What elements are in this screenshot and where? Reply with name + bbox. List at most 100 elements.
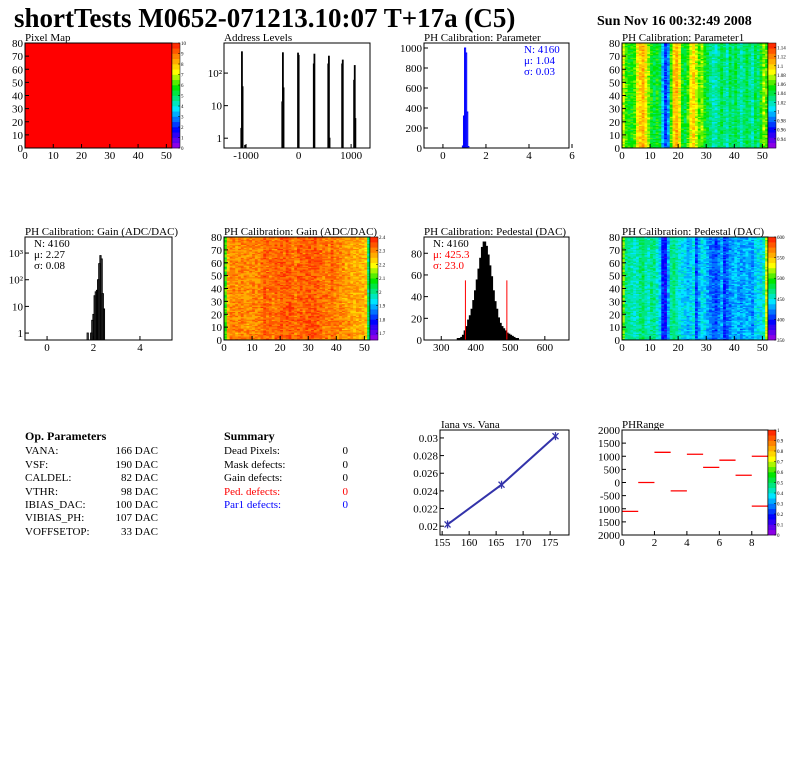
heatmap-cell — [672, 95, 676, 98]
heatmap-cell — [240, 291, 244, 293]
y-tick-label: 0 — [615, 143, 621, 155]
heatmap-cell — [229, 274, 233, 276]
heatmap-cell — [711, 49, 715, 52]
heatmap-cell — [692, 108, 696, 111]
heatmap-cell — [664, 144, 668, 146]
heatmap-cell — [232, 257, 236, 260]
heatmap-cell — [700, 123, 704, 125]
heatmap-cell — [720, 100, 724, 103]
heatmap-cell — [711, 54, 715, 57]
heatmap-cell — [638, 100, 642, 103]
heatmap-cell — [692, 50, 696, 53]
heatmap-cell — [745, 102, 749, 104]
heatmap-cell — [636, 48, 640, 50]
heatmap-cell — [680, 119, 685, 121]
heatmap-cell — [630, 123, 634, 125]
heatmap-cell — [703, 145, 707, 147]
heatmap-cell — [765, 77, 768, 79]
heatmap-cell — [627, 109, 631, 112]
heatmap-cell — [692, 67, 696, 70]
heatmap-cell — [224, 314, 228, 316]
heatmap-cell — [661, 73, 665, 75]
heatmap-cell — [709, 70, 713, 73]
heatmap-cell — [664, 137, 668, 140]
heatmap-cell — [723, 85, 727, 87]
heatmap-cell — [723, 137, 727, 140]
heatmap-cell — [672, 108, 676, 111]
heatmap-cell — [240, 293, 244, 296]
plot-frame — [423, 42, 570, 149]
heatmap-cell — [748, 85, 752, 87]
heatmap-cell — [638, 65, 642, 67]
heatmap-cell — [697, 64, 701, 66]
heatmap-cell — [622, 69, 626, 71]
heatmap-cell — [717, 81, 721, 83]
heatmap-cell — [666, 107, 671, 109]
heatmap-cell — [226, 294, 230, 297]
heatmap-cell — [739, 144, 744, 146]
heatmap-cell — [229, 298, 233, 301]
heatmap-cell — [748, 111, 752, 113]
heatmap-cell — [717, 90, 721, 92]
heatmap-cell — [678, 65, 682, 67]
heatmap-cell — [672, 98, 676, 100]
heatmap-cell — [658, 60, 662, 62]
heatmap-cell — [678, 142, 682, 145]
heatmap-cell — [703, 43, 707, 45]
heatmap-cell — [725, 141, 729, 144]
heatmap-cell — [737, 46, 741, 49]
heatmap-cell — [636, 141, 640, 144]
heatmap-cell — [753, 91, 758, 94]
palette-cell — [768, 87, 776, 91]
heatmap-cell — [652, 128, 656, 130]
heatmap-cell — [739, 103, 744, 105]
heatmap-cell — [686, 120, 690, 123]
heatmap-cell — [737, 88, 741, 91]
heatmap-cell — [753, 65, 758, 67]
heatmap-cell — [647, 111, 651, 113]
heatmap-cell — [751, 66, 755, 69]
heatmap-cell — [638, 64, 642, 66]
heatmap-cell — [627, 127, 631, 129]
heatmap-cell — [742, 71, 746, 74]
heatmap-cell — [683, 123, 687, 125]
heatmap-cell — [644, 141, 648, 144]
heatmap-cell — [678, 85, 682, 87]
heatmap-cell — [669, 56, 673, 58]
heatmap-cell — [765, 121, 768, 124]
heatmap-cell — [664, 98, 668, 100]
x-tick-label: 0 — [296, 150, 302, 162]
heatmap-cell — [650, 146, 654, 148]
heatmap-cell — [711, 119, 715, 121]
heatmap-cell — [756, 83, 760, 86]
x-tick-label: 0 — [22, 150, 28, 162]
heatmap-cell — [695, 58, 699, 61]
heatmap-cell — [731, 117, 735, 120]
heatmap-cell — [725, 130, 729, 133]
heatmap-cell — [709, 71, 713, 74]
heatmap-cell — [627, 67, 631, 70]
heatmap-cell — [720, 123, 724, 125]
heatmap-cell — [226, 269, 230, 271]
heatmap-cell — [711, 75, 715, 78]
heatmap-cell — [638, 109, 642, 112]
heatmap-cell — [229, 288, 233, 291]
heatmap-cell — [644, 53, 648, 56]
heatmap-cell — [709, 91, 713, 94]
heatmap-cell — [226, 278, 230, 280]
heatmap-cell — [725, 133, 729, 136]
heatmap-cell — [647, 106, 651, 108]
heatmap-cell — [638, 69, 642, 71]
heatmap-cell — [235, 297, 239, 300]
heatmap-cell — [714, 134, 718, 137]
heatmap-cell — [633, 109, 637, 112]
heatmap-cell — [235, 338, 239, 340]
heatmap-cell — [714, 95, 718, 98]
heatmap-cell — [728, 54, 732, 57]
heatmap-cell — [753, 107, 758, 109]
heatmap-cell — [717, 111, 721, 113]
heatmap-cell — [638, 86, 642, 88]
heatmap-cell — [678, 82, 682, 84]
heatmap-cell — [627, 136, 631, 138]
heatmap-cell — [734, 82, 738, 84]
